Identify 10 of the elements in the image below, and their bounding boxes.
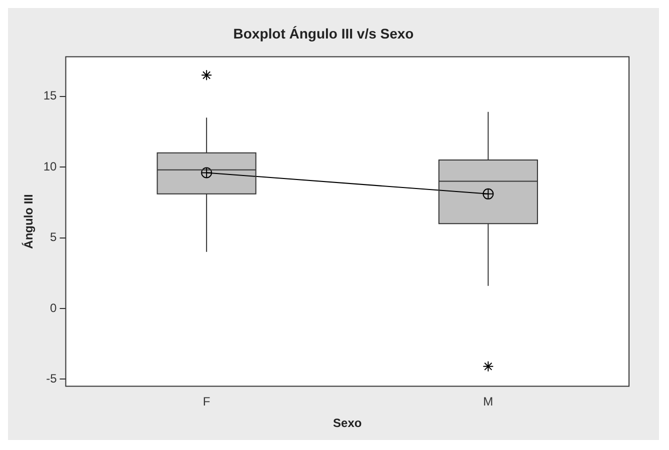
x-tick-label: F (202, 394, 210, 409)
x-tick-label: M (483, 394, 494, 409)
x-axis-title: Sexo (333, 416, 362, 430)
y-tick-label: 5 (50, 230, 58, 244)
y-tick-label: 0 (50, 300, 58, 315)
chart-title: Boxplot Ángulo III v/s Sexo (233, 25, 414, 42)
y-tick-label: 10 (43, 159, 58, 174)
y-axis-title: Ángulo III (22, 194, 36, 249)
y-tick-label: -5 (46, 371, 58, 386)
y-tick-label: 15 (43, 88, 58, 103)
